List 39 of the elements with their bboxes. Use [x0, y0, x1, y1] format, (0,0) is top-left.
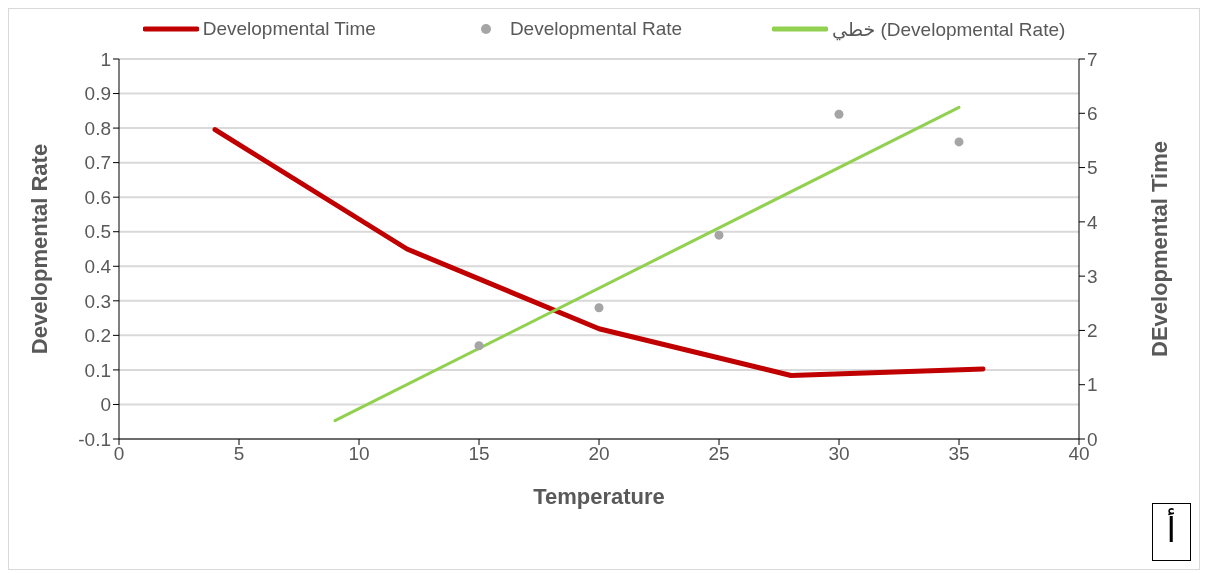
- point: [474, 341, 484, 351]
- y2-tick-label: 5: [1087, 157, 1098, 179]
- y2-tick-label: 6: [1087, 103, 1098, 125]
- text: أ: [1151, 503, 1191, 561]
- x-axis-title: Temperature: [533, 484, 665, 509]
- y-tick-label: 0.9: [84, 83, 111, 105]
- y2-tick-label: 4: [1087, 211, 1098, 233]
- point: [834, 109, 844, 119]
- y-tick-label: 0.1: [84, 359, 111, 381]
- legend-label: Developmental Time: [202, 18, 376, 40]
- y-tick-label: 1: [100, 48, 111, 70]
- legend-label: خطي (Developmental Rate): [832, 17, 1066, 41]
- y-tick-label: 0.7: [84, 152, 111, 174]
- y2-tick-label: 3: [1087, 265, 1098, 287]
- point: [594, 303, 604, 313]
- x-tick-label: 15: [468, 443, 490, 465]
- y-axis-title: Developmental Rate: [26, 143, 52, 355]
- y2-axis-title: DEvelopmental Time: [1146, 141, 1172, 357]
- y-tick-label: -0.1: [78, 428, 111, 450]
- legend-label: Developmental Rate: [509, 18, 683, 40]
- y-tick-label: 0.4: [84, 256, 112, 278]
- point: [954, 137, 964, 147]
- y-tick-label: 0.2: [84, 325, 111, 347]
- y-tick-label: 0.5: [84, 221, 111, 243]
- x-tick-label: 35: [948, 443, 970, 465]
- y-tick-label: 0.6: [84, 186, 111, 208]
- y-tick-label: 0: [100, 394, 111, 416]
- y-tick-label: 0.3: [84, 290, 111, 312]
- y2-tick-label: 7: [1087, 48, 1098, 70]
- x-tick-label: 5: [233, 443, 245, 465]
- y2-tick-label: 2: [1087, 320, 1098, 342]
- y-tick-label: 0.8: [84, 117, 111, 139]
- x-tick-label: 10: [348, 443, 370, 465]
- x-tick-label: 25: [708, 443, 730, 465]
- point: [714, 230, 724, 240]
- y2-tick-label: 1: [1087, 374, 1098, 396]
- y2-tick-label: 0: [1087, 428, 1098, 450]
- x-tick-label: 20: [588, 443, 610, 465]
- x-tick-label: 30: [828, 443, 850, 465]
